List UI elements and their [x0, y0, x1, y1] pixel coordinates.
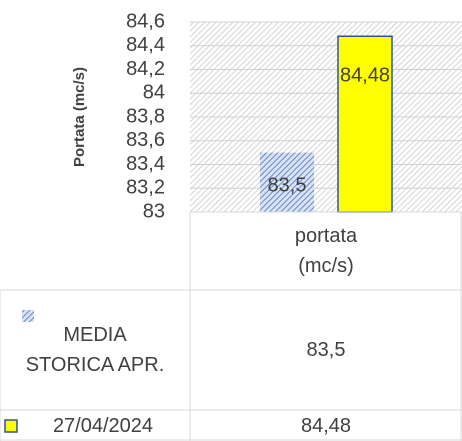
y-tick-label: 84,6: [126, 10, 165, 32]
legend-label-box: MEDIA STORICA APR.: [25, 324, 165, 376]
table-value-box: 84,48: [300, 414, 352, 437]
bar: [337, 35, 393, 213]
y-axis-label: Portata (mc/s): [71, 67, 88, 167]
legend-key: [22, 310, 34, 322]
y-tick-label: 83,2: [126, 177, 165, 199]
legend-label-box: 27/04/2024: [52, 414, 154, 437]
y-tick-label: 84,4: [126, 34, 165, 56]
table-value: 83,5: [306, 339, 346, 361]
y-tick-label: 83,8: [126, 105, 165, 127]
legend-label: 27/04/2024: [52, 414, 154, 437]
data-label: 83,5: [268, 175, 307, 197]
table-value-box: 83,5: [306, 339, 346, 361]
y-tick-label: 83,6: [126, 129, 165, 151]
legend-label: MEDIA STORICA APR.: [25, 324, 165, 376]
category-label-box: portata (mc/s): [294, 225, 358, 277]
legend-key: [4, 419, 18, 433]
y-tick-label: 84: [143, 82, 165, 104]
table-value: 84,48: [300, 414, 352, 437]
bar: [260, 152, 314, 212]
y-tick-label: 83: [143, 200, 165, 222]
y-tick-label: 84,2: [126, 58, 165, 80]
data-label: 84,48: [340, 65, 390, 87]
category-label: portata (mc/s): [294, 225, 358, 277]
y-tick-label: 83,4: [126, 153, 165, 175]
